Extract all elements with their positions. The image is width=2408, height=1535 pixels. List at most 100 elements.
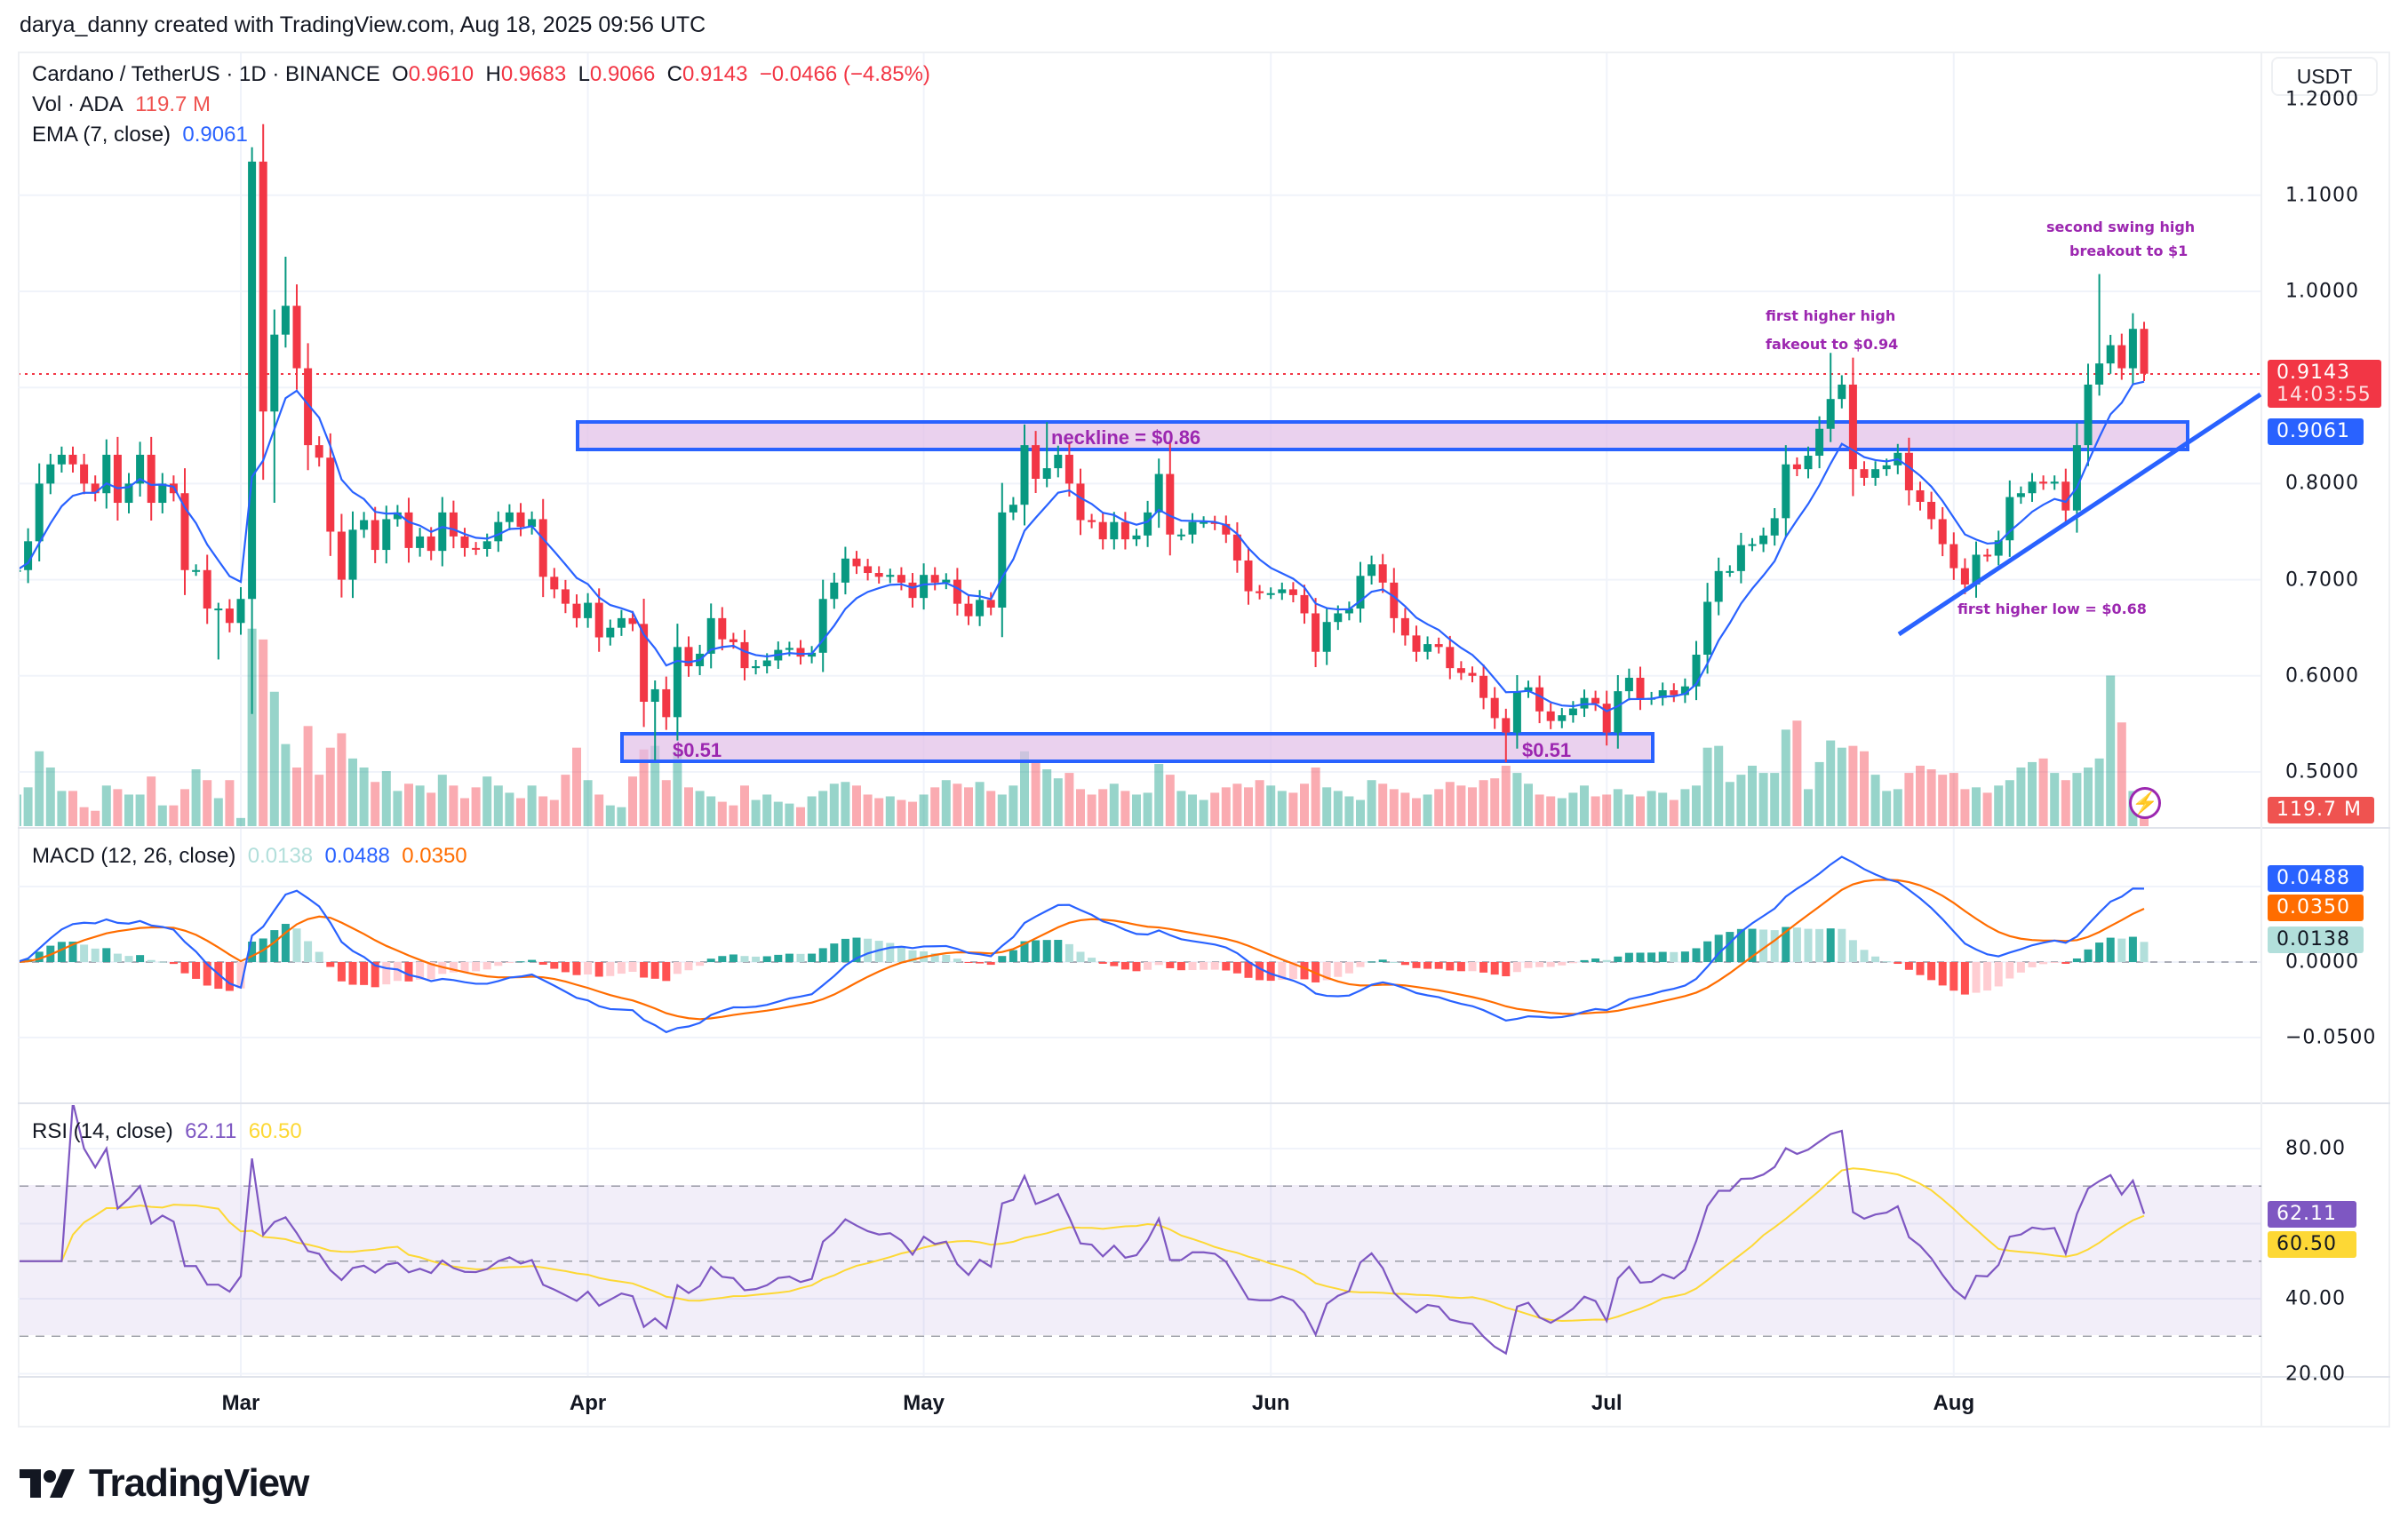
candle [1726,565,1734,577]
macd-legend[interactable]: MACD (12, 26, close) 0.0138 0.0488 0.035… [32,844,467,869]
macd-histogram-bar [1400,962,1409,966]
second-swing-high-label[interactable]: second swing high [2046,219,2196,235]
macd-histogram-bar [1378,959,1387,962]
candle [404,497,413,563]
candle-body [964,603,973,616]
candle [1602,690,1611,746]
candle [1546,703,1555,729]
rsi-axis-label: 20.00 [2285,1363,2346,1385]
candle-body [2095,363,2104,385]
volume-bar [594,794,604,826]
volume-bar [1692,785,1701,826]
macd-histogram-bar [964,962,973,963]
candle-body [572,603,581,618]
candle [1076,468,1085,536]
ema-title: EMA (7, close) [32,123,171,147]
volume-bar [1199,799,1208,826]
macd-histogram-bar [561,962,570,973]
volume-bar [605,805,615,826]
volume-bar [874,798,884,826]
support-label-left[interactable]: $0.51 [673,739,722,761]
candle [1042,422,1051,488]
neckline-zone[interactable] [576,420,2189,451]
volume-bar [157,805,167,826]
candle-body [57,454,66,465]
breakout-label[interactable]: breakout to $1 [2069,243,2189,259]
volume-bar [527,785,537,826]
tradingview-logo-icon [20,1469,75,1498]
candle [337,513,346,598]
candle [1748,537,1757,552]
rsi-legend[interactable]: RSI (14, close) 62.11 60.50 [32,1119,302,1144]
volume-bar [57,791,67,826]
candle-body [1759,535,1768,545]
candle-body [1927,501,1936,520]
volume-bar [493,785,503,826]
macd-signal-tag: 0.0350 [2268,895,2364,921]
candle-body [538,519,547,577]
macd-histogram-bar [1614,956,1623,962]
lightning-icon[interactable]: ⚡ [2129,787,2161,819]
candle-body [68,454,77,465]
support-label-right[interactable]: $0.51 [1522,739,1572,761]
ema-legend[interactable]: EMA (7, close) 0.9061 [32,123,248,147]
candle [1703,583,1712,674]
volume-bar [2061,780,2070,826]
volume-bar [404,783,413,826]
macd-histogram-bar [1860,950,1869,962]
candle-body [1088,520,1096,522]
first-higher-high-label[interactable]: first higher high [1766,307,1896,324]
support-zone[interactable] [620,732,1655,763]
candle-body [1670,690,1678,696]
volume-bar [1938,775,1948,826]
candle [1502,708,1511,763]
macd-histogram-bar [1490,962,1499,975]
neckline-label[interactable]: neckline = $0.86 [1051,426,1201,449]
candle [818,579,827,672]
currency-button[interactable]: USDT [2271,57,2378,96]
macd-histogram-bar [550,962,559,969]
candle [942,573,951,590]
candle [2084,363,2093,466]
candle-body [1614,691,1623,733]
candle [1680,678,1689,704]
candle-body [930,575,939,583]
volume-bar [639,749,649,826]
volume-bar [1535,794,1544,826]
candle [2061,468,2070,524]
volume-bar [1792,720,1802,826]
candle-body [482,541,491,549]
macd-histogram-bar [281,924,290,962]
candle [46,453,55,495]
volume-bar [180,789,189,826]
candle-body [740,641,749,669]
candle [561,579,570,614]
macd-histogram-bar [718,956,727,962]
candle-body [1736,545,1745,571]
candle-body [1200,521,1208,524]
candle-body [897,575,905,583]
volume-bar [1020,751,1029,826]
candle-body [864,566,873,574]
fakeout-label[interactable]: fakeout to $0.94 [1766,336,1899,353]
candle-body [1658,690,1667,698]
candle [1938,506,1947,557]
candle [192,564,201,577]
volume-bar [841,782,850,826]
candle-body [874,573,883,577]
candle [2128,313,2137,385]
rsi-axis-label: 80.00 [2285,1137,2346,1160]
first-higher-low-label[interactable]: first higher low = $0.68 [1957,600,2147,617]
candle-body [360,520,369,530]
ascending-trendline[interactable] [1897,392,2261,637]
volume-legend[interactable]: Vol · ADA 119.7 M [32,92,211,117]
candle-body [1983,554,1992,557]
symbol-legend[interactable]: Cardano / TetherUS · 1D · BINANCE O0.961… [32,62,930,87]
macd-histogram-bar [248,942,257,962]
candle [315,436,323,467]
candle [360,512,369,538]
time-axis-label: May [903,1391,945,1415]
candle-body [91,483,100,494]
volume-bar [482,776,492,826]
